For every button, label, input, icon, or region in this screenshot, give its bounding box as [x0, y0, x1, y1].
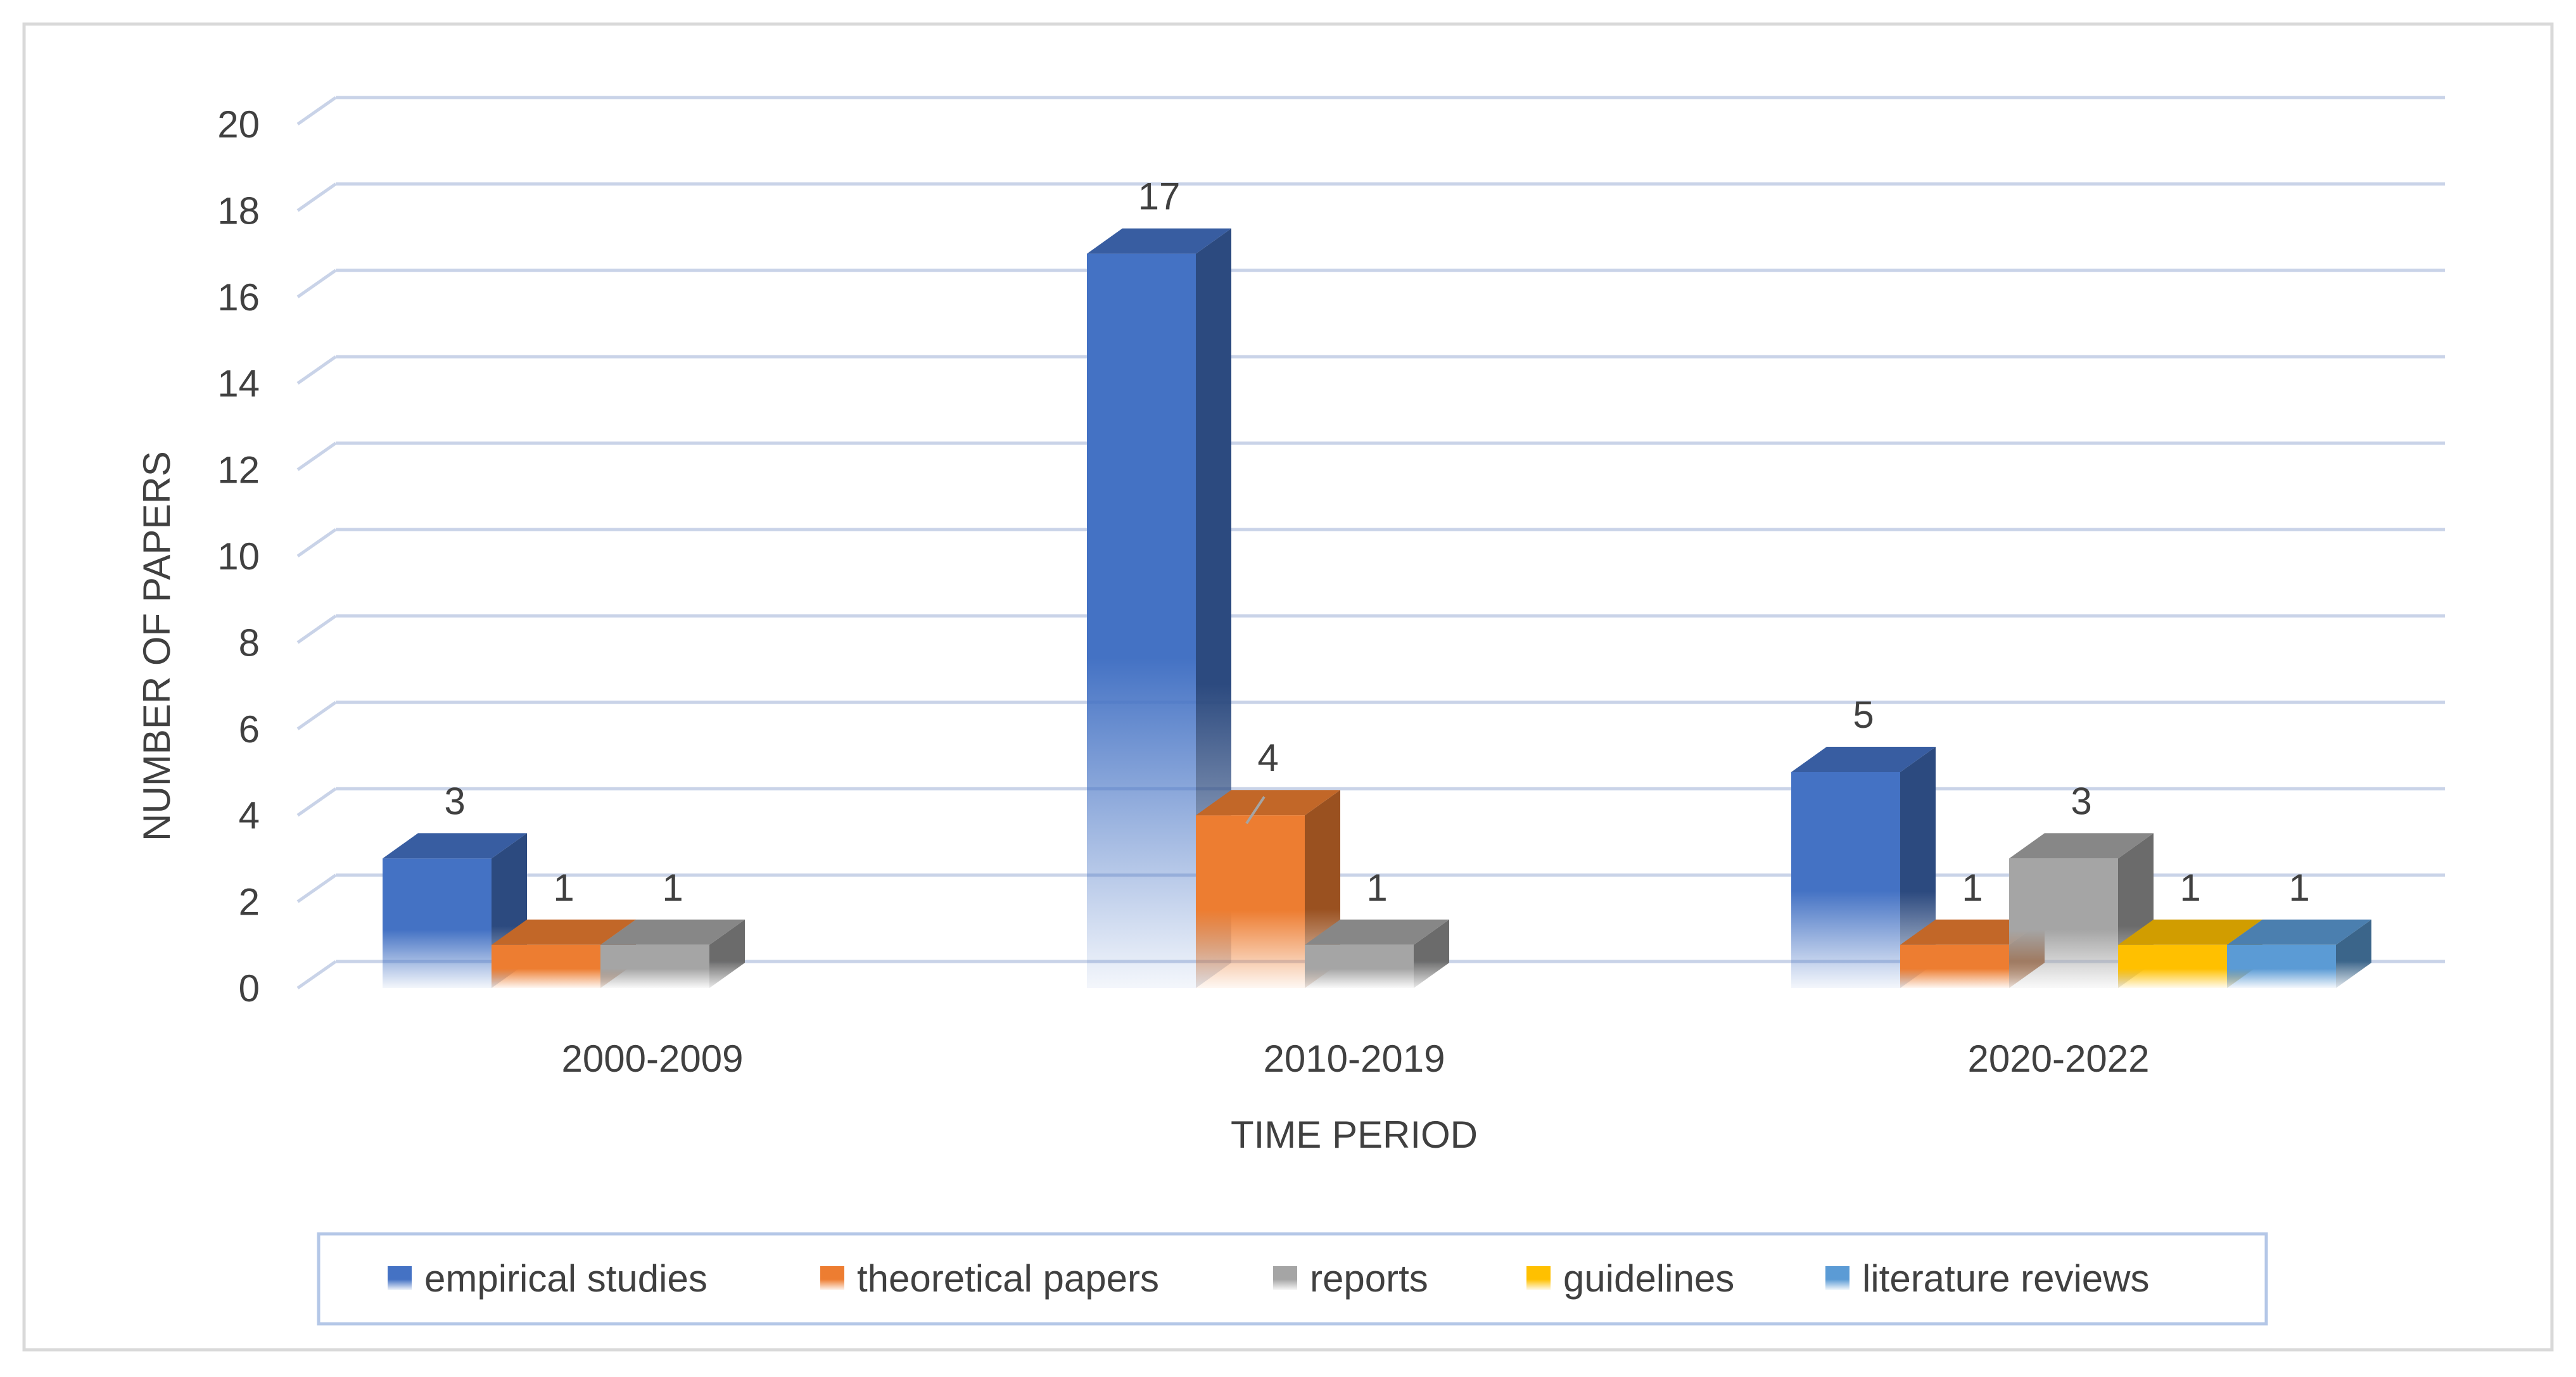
gridline	[296, 528, 2445, 558]
legend-swatch	[1273, 1266, 1297, 1290]
y-axis-title: NUMBER OF PAPERS	[136, 451, 178, 841]
legend-swatch	[1526, 1266, 1551, 1290]
x-axis-title: TIME PERIOD	[1231, 1114, 1478, 1156]
bar-empirical-studies-2020-2022	[1791, 747, 1936, 988]
data-label: 17	[1138, 175, 1181, 218]
y-tick-label: 8	[239, 621, 260, 664]
x-tick-label: 2010-2019	[1264, 1038, 1445, 1080]
bar-reports-2010-2019	[1305, 919, 1449, 988]
legend-swatch	[388, 1266, 412, 1290]
legend-label: theoretical papers	[857, 1257, 1159, 1300]
label-leader-line	[1245, 796, 1266, 825]
data-labels: 3 1 1 17 4 1 5 1 3 1 1	[444, 175, 2309, 909]
y-tick-label: 10	[217, 535, 260, 578]
y-tick-label: 16	[217, 276, 260, 319]
data-label: 1	[2288, 866, 2309, 909]
gridline	[296, 441, 2445, 471]
legend-label: empirical studies	[424, 1257, 707, 1300]
y-tick-label: 4	[239, 794, 260, 837]
y-tick-label: 6	[239, 708, 260, 751]
gridline	[296, 614, 2445, 644]
data-label: 5	[1853, 694, 1874, 736]
data-label: 1	[2179, 866, 2200, 909]
legend-item-guidelines: guidelines	[1526, 1257, 1734, 1300]
y-tick-label: 2	[239, 881, 260, 923]
bars	[383, 228, 2371, 989]
legend-item-reports: reports	[1273, 1257, 1428, 1300]
legend-item-theoretical-papers: theoretical papers	[820, 1257, 1159, 1300]
legend-item-empirical-studies: empirical studies	[388, 1257, 707, 1300]
legend-swatch	[1825, 1266, 1850, 1290]
bar-empirical-studies-2010-2019	[1087, 228, 1231, 989]
legend-label: guidelines	[1563, 1257, 1734, 1300]
chart-frame	[22, 22, 2554, 1352]
x-axis-ticks: 2000-2009 2010-2019 2020-2022	[562, 1038, 2150, 1080]
legend-label: reports	[1310, 1257, 1428, 1300]
y-tick-label: 18	[217, 189, 260, 232]
data-label: 1	[662, 866, 683, 909]
bar-literature-reviews-2020-2022	[2227, 919, 2371, 988]
gridline	[296, 182, 2445, 212]
y-axis-ticks: 0 2 4 6 8 10 12 14 16 18 20	[217, 103, 260, 1010]
data-label: 1	[1962, 866, 1983, 909]
data-label: 4	[1257, 737, 1278, 779]
legend-item-literature-reviews: literature reviews	[1825, 1257, 2150, 1300]
data-label: 3	[2071, 780, 2091, 822]
data-label: 3	[444, 780, 465, 822]
gridline	[296, 269, 2445, 298]
x-tick-label: 2020-2022	[1968, 1038, 2150, 1080]
x-tick-label: 2000-2009	[562, 1038, 744, 1080]
gridline	[296, 355, 2445, 385]
y-tick-label: 12	[217, 449, 260, 492]
legend-label: literature reviews	[1862, 1257, 2150, 1300]
data-label: 1	[1366, 866, 1387, 909]
gridline	[296, 701, 2445, 730]
legend-swatch	[820, 1266, 844, 1290]
legend: empirical studies theoretical papers repor…	[317, 1232, 2268, 1326]
bar-reports-2000-2009	[600, 919, 745, 988]
y-tick-label: 0	[239, 967, 260, 1010]
data-label: 1	[553, 866, 574, 909]
y-tick-label: 20	[217, 103, 260, 146]
gridline	[296, 787, 2445, 817]
y-tick-label: 14	[217, 362, 260, 405]
gridline	[296, 96, 2445, 126]
